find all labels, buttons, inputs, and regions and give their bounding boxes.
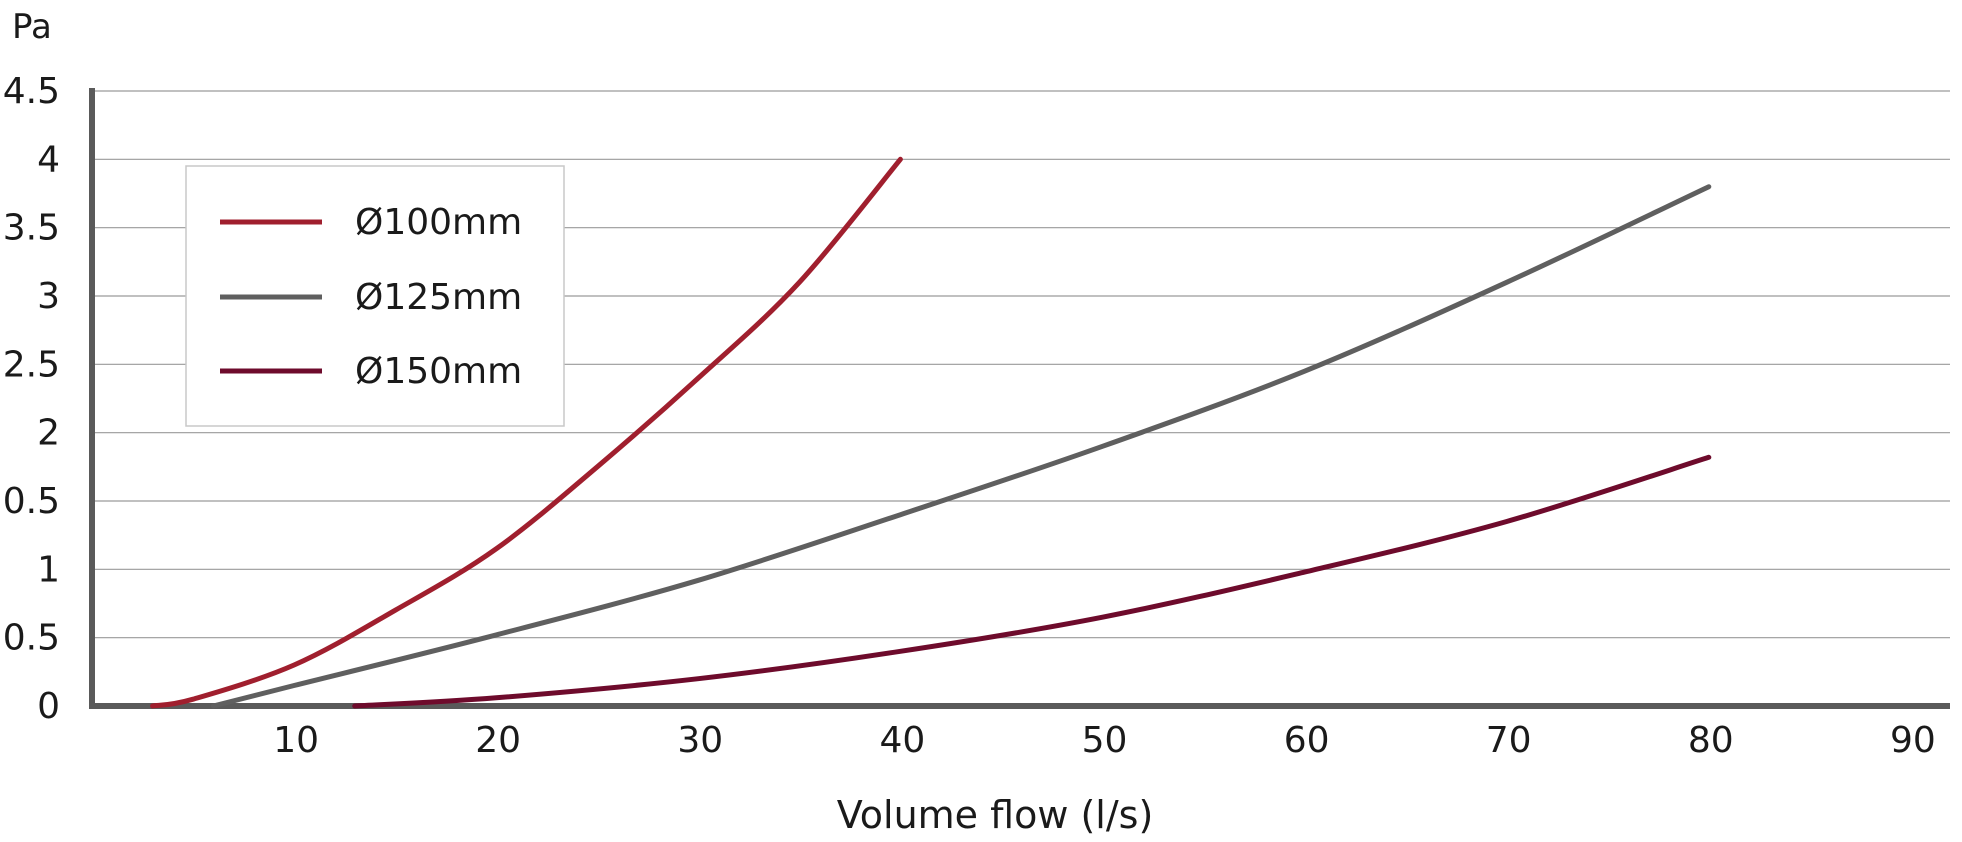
x-tick-label: 60 xyxy=(1284,720,1330,761)
y-tick-labels: 0 0.5 1 0.5 2 2.5 3 3.5 4 4.5 xyxy=(3,71,60,727)
legend: Ø100mm Ø125mm Ø150mm xyxy=(185,165,565,427)
series-lines xyxy=(150,156,1712,709)
y-tick-label: 2 xyxy=(37,413,60,454)
y-tick-label: 3 xyxy=(37,276,60,317)
y-tick-label: 3.5 xyxy=(3,208,60,249)
legend-label-3: Ø150mm xyxy=(355,351,522,392)
x-tick-label: 20 xyxy=(475,720,521,761)
series-line-1 xyxy=(150,156,903,709)
x-tick-label: 10 xyxy=(273,720,319,761)
y-tick-label: 0.5 xyxy=(3,481,60,522)
x-axis-label: Volume flow (l/s) xyxy=(837,793,1154,837)
x-tick-label: 80 xyxy=(1688,720,1734,761)
y-tick-label: 0 xyxy=(37,686,60,727)
x-tick-labels: 10 20 30 40 50 60 70 80 90 xyxy=(273,720,1936,761)
x-tick-label: 50 xyxy=(1082,720,1128,761)
y-axis-label: Pa xyxy=(12,7,52,47)
series-line-2 xyxy=(210,184,1712,709)
legend-label-1: Ø100mm xyxy=(355,202,522,243)
y-tick-label: 2.5 xyxy=(3,344,60,385)
series-line-3 xyxy=(352,454,1712,709)
x-tick-label: 90 xyxy=(1890,720,1936,761)
y-tick-label: 4.5 xyxy=(3,71,60,112)
y-tick-label: 1 xyxy=(37,549,60,590)
y-tick-label: 4 xyxy=(37,139,60,180)
legend-label-2: Ø125mm xyxy=(355,277,522,318)
y-tick-label: 0.5 xyxy=(3,618,60,659)
x-tick-label: 30 xyxy=(677,720,723,761)
x-tick-label: 40 xyxy=(879,720,925,761)
x-tick-label: 70 xyxy=(1486,720,1532,761)
